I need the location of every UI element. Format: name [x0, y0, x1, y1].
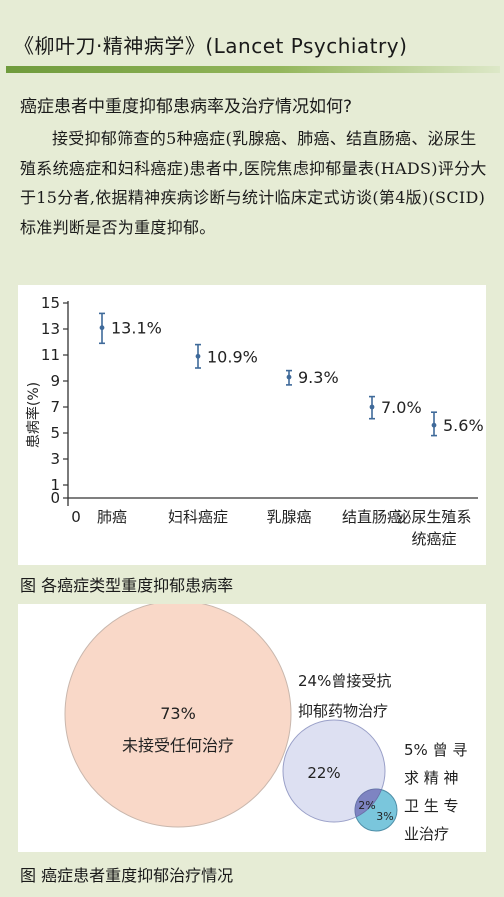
prevalence-chart-caption: 图 各癌症类型重度抑郁患病率 — [20, 576, 234, 595]
x-category-label: 妇科癌症 — [168, 508, 228, 526]
venn-untreated-text: 未接受任何治疗 — [122, 736, 234, 755]
x-category-label: 结直肠癌 — [342, 508, 402, 526]
y-tick-label: 13 — [41, 320, 60, 338]
data-label: 7.0% — [381, 398, 422, 417]
data-point — [99, 325, 105, 331]
data-label: 9.3% — [298, 368, 339, 387]
venn-specialist-text-line4: 业治疗 — [404, 825, 449, 843]
venn-antidepressant-percent: 22% — [307, 764, 340, 782]
x-category-label: 乳腺癌 — [266, 508, 311, 526]
venn-specialist-text-line1: 5% 曾 寻 — [404, 741, 467, 759]
venn-overlap-region — [354, 788, 382, 818]
data-label: 10.9% — [207, 347, 258, 366]
data-label: 5.6% — [443, 416, 484, 435]
title-underline-bar — [6, 66, 500, 73]
venn-specialist-text-line2: 求 精 神 — [404, 769, 459, 787]
article-title: 《柳叶刀·精神病学》(Lancet Psychiatry) — [14, 34, 408, 58]
chart-marks: 13.1% 10.9% 9.3% 7.0% 5.6% — [99, 312, 484, 437]
data-label: 13.1% — [111, 319, 162, 338]
article-paragraph: 接受抑郁筛查的5种癌症(乳腺癌、肺癌、结直肠癌、泌尿生殖系统癌症和妇科癌症)患者… — [20, 129, 487, 237]
x-category-label: 泌尿生殖系 — [396, 508, 471, 526]
x-category-label: 统癌症 — [411, 530, 456, 548]
y-tick-label: 0 — [50, 489, 60, 507]
data-point — [369, 404, 375, 410]
y-tick-label: 15 — [41, 294, 60, 312]
y-tick-label: 1 — [50, 476, 60, 494]
treatment-venn-caption: 图 癌症患者重度抑郁治疗情况 — [20, 866, 234, 885]
x-origin-label: 0 — [71, 508, 81, 526]
venn-specialist-text-line3: 卫 生 专 — [404, 797, 459, 815]
y-tick-label: 11 — [41, 346, 60, 364]
venn-specialist-percent: 3% — [376, 810, 393, 823]
venn-untreated-percent: 73% — [160, 704, 196, 723]
data-point — [431, 422, 437, 428]
treatment-venn-diagram: 73% 未接受任何治疗 22% 2% 3% 24%曾接受抗 抑郁药物治疗 5% … — [64, 600, 467, 843]
x-category-label: 肺癌 — [97, 508, 127, 526]
y-axis-label: 患病率(%) — [25, 382, 42, 448]
data-point — [195, 353, 201, 359]
article-question: 癌症患者中重度抑郁患病率及治疗情况如何? — [20, 97, 353, 117]
data-point — [286, 374, 292, 380]
y-tick-label: 3 — [50, 450, 60, 468]
prevalence-chart-panel: 0 1 3 5 7 9 11 13 15 0 肺癌 妇科癌症 乳腺癌 结直肠癌 泌尿生殖系 统癌症 13.1%… — [18, 285, 486, 565]
y-tick-label: 5 — [50, 424, 60, 442]
venn-overlap-percent: 2% — [358, 799, 375, 812]
venn-antidepressant-text-line1: 24%曾接受抗 — [298, 672, 391, 690]
y-tick-label: 9 — [50, 372, 60, 390]
treatment-venn-panel: 73% 未接受任何治疗 22% 2% 3% 24%曾接受抗 抑郁药物治疗 5% … — [18, 600, 486, 852]
venn-antidepressant-text-line2: 抑郁药物治疗 — [298, 702, 388, 720]
y-tick-label: 7 — [50, 398, 60, 416]
